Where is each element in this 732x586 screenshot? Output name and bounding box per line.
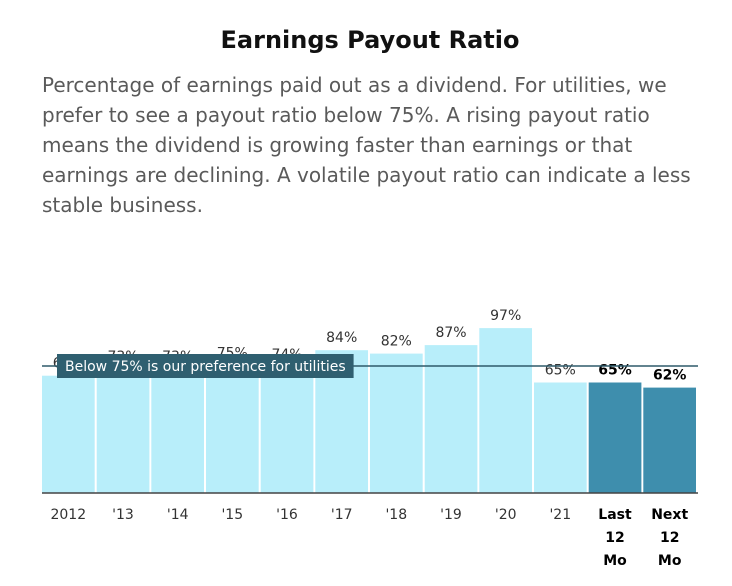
chart-description: Percentage of earnings paid out as a div… — [42, 73, 691, 217]
value-label-next-12-mo: 62% — [653, 368, 687, 384]
bar-19[interactable] — [424, 345, 478, 493]
bar-16[interactable] — [260, 367, 314, 493]
tick-label-19: '19 — [440, 507, 462, 523]
reference-line-label: Below 75% is our preference for utilitie… — [65, 359, 346, 375]
bar-2012[interactable] — [42, 375, 95, 493]
tick-label-17: '17 — [331, 507, 353, 523]
value-label-20: 97% — [490, 308, 521, 324]
tick-label-next-12-mo: Next 12 Mo — [651, 507, 688, 569]
tick-label-20: '20 — [495, 507, 517, 523]
bar-14[interactable] — [151, 368, 204, 493]
chart-title: Earnings Payout Ratio — [220, 26, 520, 54]
x-ticks-group: 2012 '13 '14 '15 '16 '17 '18 '19 '20 '21 Last 12 Mo N… — [50, 507, 688, 569]
bar-21[interactable] — [534, 382, 587, 494]
bar-18[interactable] — [370, 353, 423, 493]
bar-20[interactable] — [479, 328, 532, 493]
bar-last-12-mo[interactable] — [588, 382, 642, 494]
value-label-19: 87% — [435, 325, 466, 341]
tick-label-21: '21 — [549, 507, 571, 523]
tick-label-18: '18 — [385, 507, 407, 523]
tick-label-2012: 2012 — [50, 507, 86, 523]
tick-label-16: '16 — [276, 507, 298, 523]
value-label-21: 65% — [545, 363, 576, 379]
bar-13[interactable] — [96, 368, 150, 493]
value-label-17: 84% — [326, 330, 357, 346]
bar-next-12-mo[interactable] — [643, 387, 696, 493]
bar-15[interactable] — [206, 365, 259, 494]
reference-label-background — [57, 354, 354, 378]
value-label-last-12-mo: 65% — [598, 363, 632, 379]
bars-group — [42, 328, 696, 493]
tick-label-14: '14 — [167, 507, 189, 523]
tick-label-13: '13 — [112, 507, 134, 523]
value-label-18: 82% — [381, 334, 412, 350]
tick-label-15: '15 — [221, 507, 243, 523]
tick-label-last-12-mo: Last 12 Mo — [598, 507, 632, 569]
